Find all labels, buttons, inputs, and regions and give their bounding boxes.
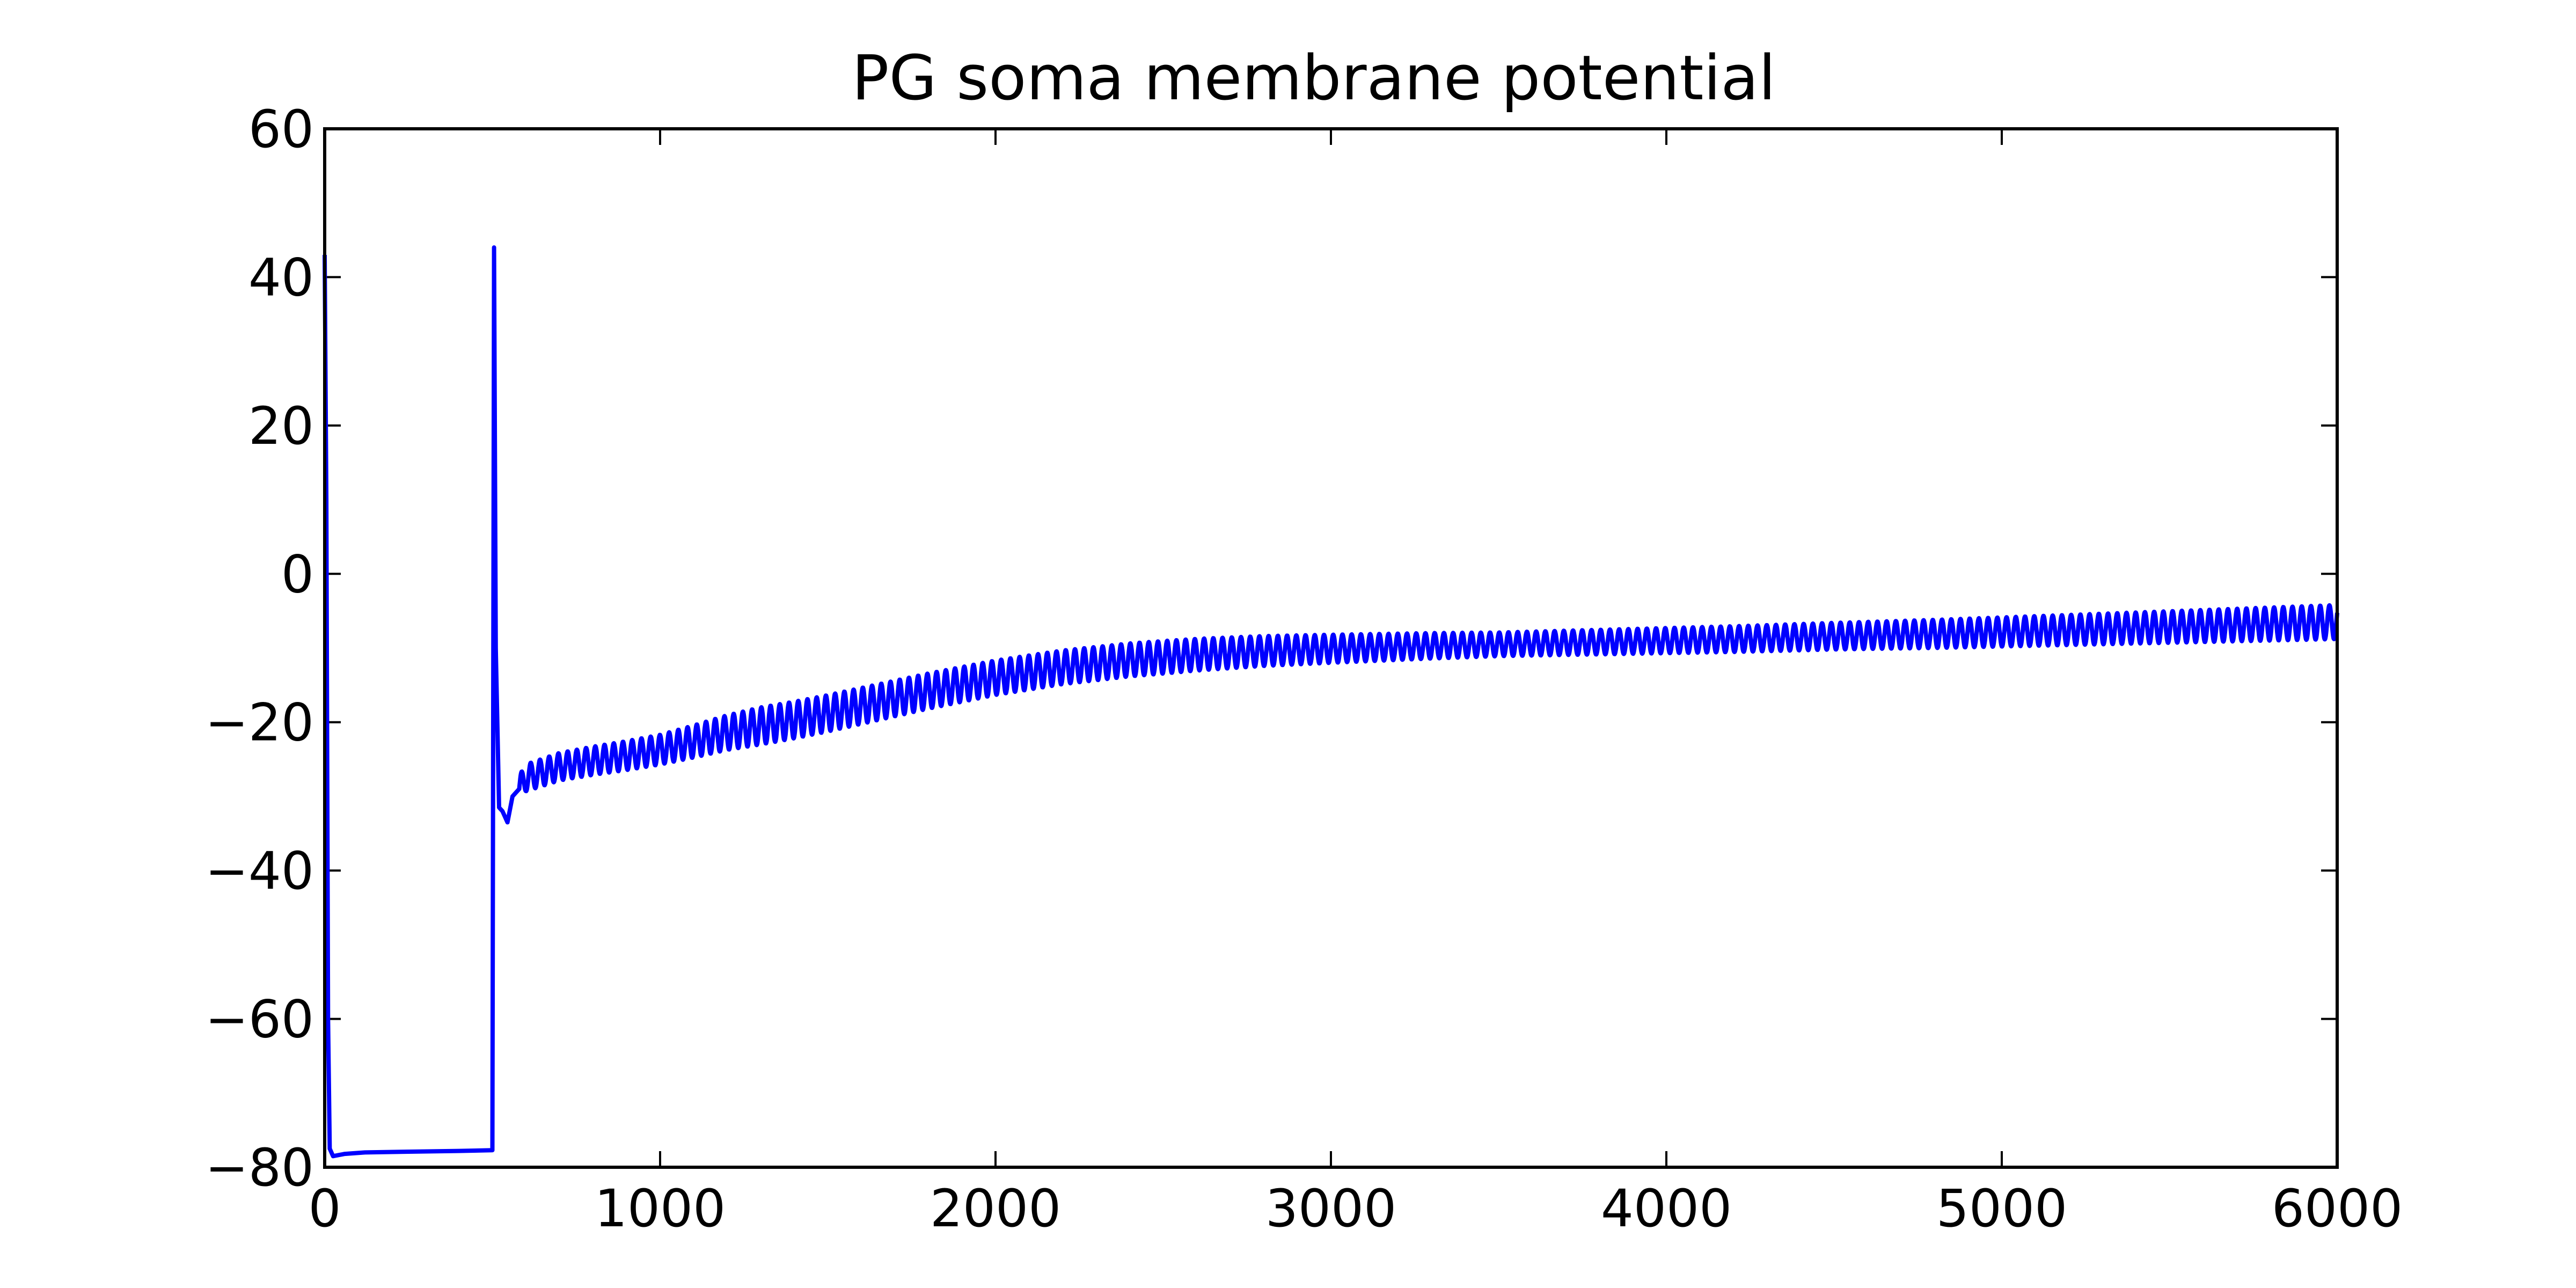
- y-tick-label: −20: [205, 693, 314, 753]
- y-tick-label: −60: [205, 990, 314, 1050]
- y-tick-label: 0: [281, 544, 314, 604]
- y-tick-label: 60: [248, 99, 314, 159]
- y-tick-label: 20: [248, 396, 314, 456]
- x-tick-label: 4000: [1601, 1179, 1732, 1239]
- tick-labels-layer: 0 1000 2000 3000 4000 5000 6000 −80 −60 −40 −20 0 20…: [205, 99, 2403, 1239]
- y-tick-label: 40: [248, 247, 314, 308]
- x-tick-label: 2000: [930, 1179, 1061, 1239]
- x-tick-label: 6000: [2272, 1179, 2403, 1239]
- y-tick-label: −80: [205, 1138, 314, 1198]
- x-tick-label: 5000: [1936, 1179, 2067, 1239]
- chart-title: PG soma membrane potential: [852, 42, 1776, 114]
- x-tick-label: 1000: [595, 1179, 726, 1239]
- x-tick-label: 0: [308, 1179, 341, 1239]
- y-tick-label: −40: [205, 841, 314, 901]
- x-tick-label: 3000: [1265, 1179, 1396, 1239]
- series-line-soma-potential: [323, 245, 2339, 1159]
- plot-frame: [323, 127, 2339, 1169]
